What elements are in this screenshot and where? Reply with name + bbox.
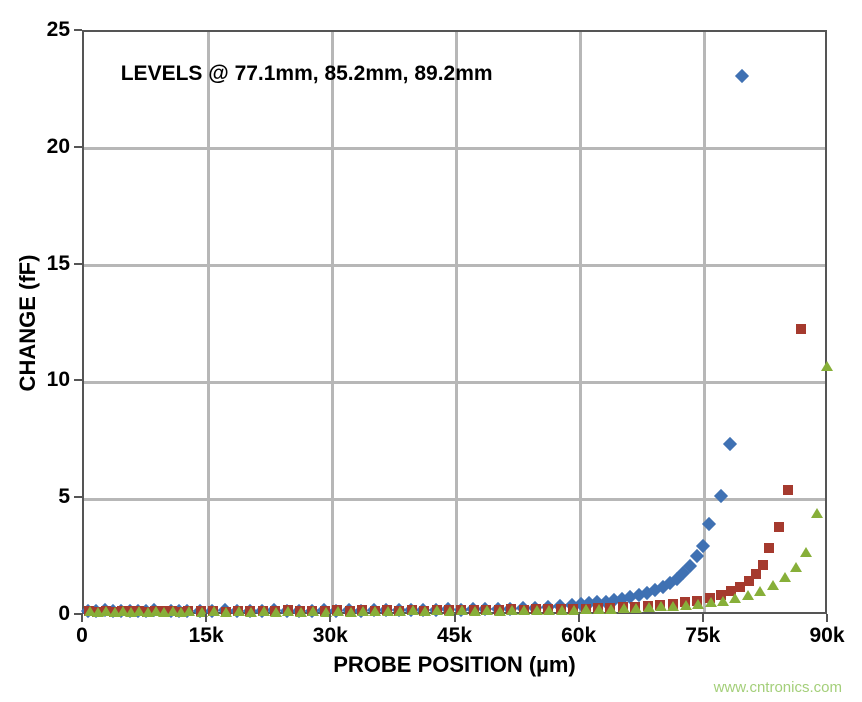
data-point [183,606,195,616]
data-point [295,607,307,617]
x-tick [329,614,331,622]
x-tick [81,614,83,622]
x-tick-label: 0 [76,624,88,648]
data-point [796,324,806,334]
x-axis-label: PROBE POSITION (µm) [82,652,827,678]
plot-area [82,30,827,614]
data-point [307,606,319,616]
x-tick-label: 60k [561,624,596,648]
data-point [208,606,220,616]
data-point [518,605,530,615]
data-point [506,605,518,615]
data-point [667,601,679,611]
data-point [456,605,468,615]
x-tick-label: 90k [809,624,844,648]
y-tick-label: 0 [42,602,70,626]
data-point [767,580,779,590]
data-point [394,606,406,616]
y-tick-label: 25 [42,18,70,42]
data-point [735,69,749,83]
data-point [469,606,481,616]
y-tick-label: 5 [42,485,70,509]
data-point [419,606,431,616]
y-tick [74,263,82,265]
data-point [543,605,555,615]
data-point [369,606,381,616]
x-tick [454,614,456,622]
data-point [790,562,802,572]
data-point [233,606,245,616]
data-point [605,604,617,614]
x-tick-label: 30k [313,624,348,648]
data-point [774,522,784,532]
x-tick-label: 15k [189,624,224,648]
data-point [556,605,568,615]
data-point [643,602,655,612]
data-point [531,605,543,615]
data-point [783,485,793,495]
data-point [258,606,270,616]
data-point [332,606,344,616]
data-point [270,607,282,617]
gridline-v [331,32,334,612]
data-point [431,605,443,615]
data-point [481,605,493,615]
data-point [729,593,741,603]
data-point [764,543,774,553]
data-point [751,569,761,579]
x-tick [578,614,580,622]
gridline-h [84,264,825,267]
data-point [811,508,823,518]
chart: CHANGE (fF) PROBE POSITION (µm) LEVELS @… [0,0,862,702]
x-tick [826,614,828,622]
y-tick [74,496,82,498]
data-point [618,603,630,613]
x-tick [205,614,207,622]
chart-annotation: LEVELS @ 77.1mm, 85.2mm, 89.2mm [121,62,493,86]
gridline-h [84,147,825,150]
x-tick [702,614,704,622]
y-tick [74,613,82,615]
x-tick-label: 45k [437,624,472,648]
data-point [692,599,704,609]
y-tick-label: 20 [42,135,70,159]
data-point [655,601,667,611]
data-point [382,606,394,616]
y-tick [74,146,82,148]
data-point [345,607,357,617]
y-tick-label: 10 [42,368,70,392]
data-point [705,597,717,607]
data-point [821,361,833,371]
data-point [245,607,257,617]
data-point [754,586,766,596]
data-point [494,606,506,616]
y-axis-label: CHANGE (fF) [15,31,41,615]
data-point [282,606,294,616]
data-point [779,572,791,582]
data-point [593,604,605,614]
watermark: www.cntronics.com [714,679,842,696]
data-point [723,437,737,451]
gridline-h [84,381,825,384]
data-point [407,605,419,615]
data-point [680,600,692,610]
x-tick-label: 75k [685,624,720,648]
gridline-h [84,498,825,501]
data-point [742,590,754,600]
data-point [800,547,812,557]
data-point [630,603,642,613]
data-point [357,606,369,616]
gridline-v [455,32,458,612]
data-point [220,607,232,617]
y-tick [74,379,82,381]
data-point [580,604,592,614]
gridline-v [579,32,582,612]
data-point [758,560,768,570]
y-tick [74,29,82,31]
y-tick-label: 15 [42,252,70,276]
data-point [717,596,729,606]
gridline-v [207,32,210,612]
